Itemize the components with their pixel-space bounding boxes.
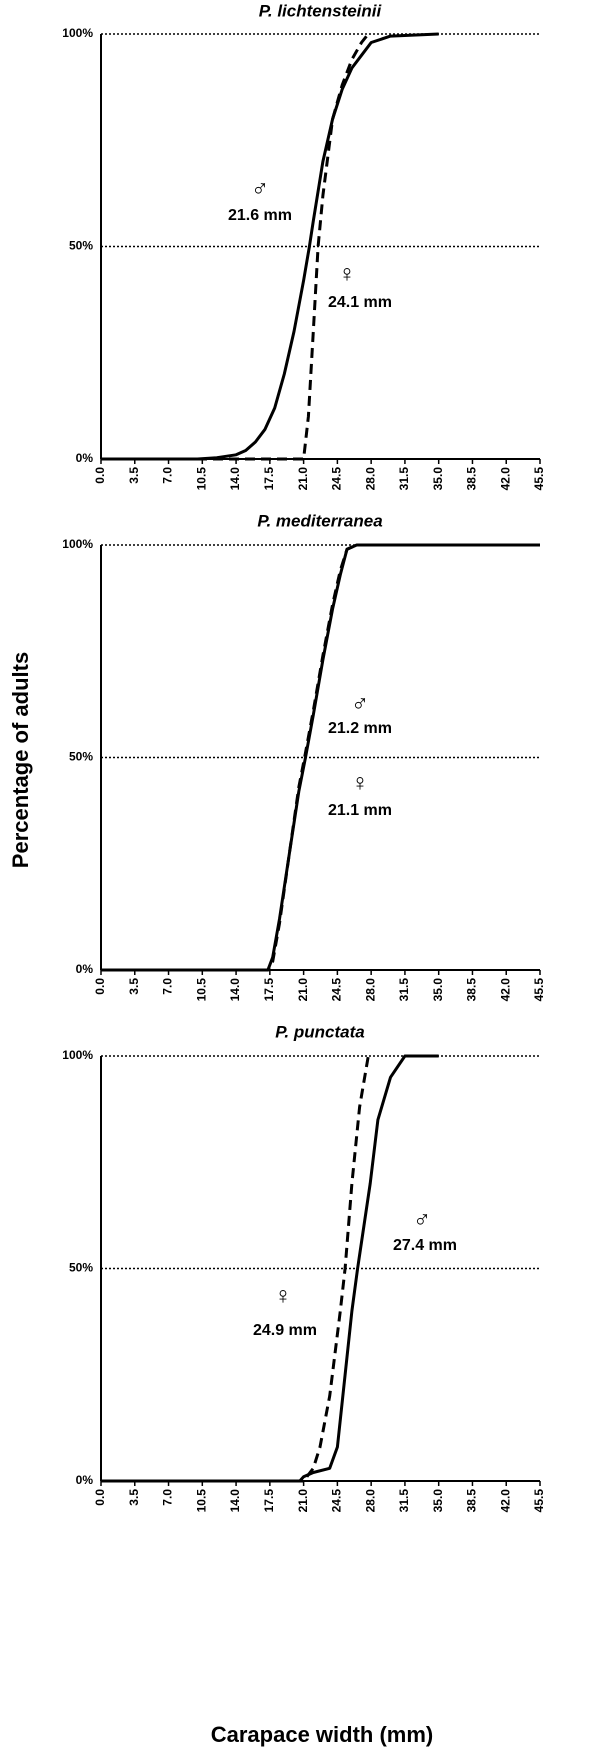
- x-tick-label: 38.5: [465, 978, 479, 1002]
- y-axis-title: Percentage of adults: [8, 652, 33, 868]
- x-tick-label: 3.5: [127, 467, 141, 484]
- x-tick-label: 17.5: [262, 978, 276, 1002]
- y-tick-label: 50%: [69, 750, 93, 764]
- sex-symbol: ♂: [351, 690, 369, 717]
- chart-title: P. mediterranea: [257, 511, 382, 530]
- x-tick-label: 14.0: [228, 467, 242, 491]
- x-tick-label: 35.0: [431, 978, 445, 1002]
- x-tick-label: 14.0: [228, 1489, 242, 1513]
- annotation: 24.9 mm: [253, 1322, 317, 1339]
- x-tick-label: 35.0: [431, 467, 445, 491]
- x-tick-label: 24.5: [330, 978, 344, 1002]
- x-tick-label: 17.5: [262, 467, 276, 491]
- x-tick-label: 42.0: [498, 467, 512, 491]
- x-tick-label: 7.0: [161, 1489, 175, 1506]
- x-tick-label: 7.0: [161, 978, 175, 995]
- chart-title: P. punctata: [275, 1022, 364, 1041]
- x-tick-label: 35.0: [431, 1489, 445, 1513]
- sex-symbol: ♀: [351, 769, 369, 796]
- x-tick-label: 21.0: [296, 467, 310, 491]
- x-tick-label: 14.0: [228, 978, 242, 1002]
- sex-symbol: ♀: [274, 1282, 292, 1309]
- x-tick-label: 3.5: [127, 1489, 141, 1506]
- line: [101, 33, 370, 461]
- x-tick-label: 24.5: [330, 1489, 344, 1513]
- x-axis-title: Carapace width (mm): [211, 1722, 434, 1747]
- annotation: 27.4 mm: [393, 1237, 457, 1254]
- x-tick-label: 28.0: [363, 1489, 377, 1513]
- annotation: 21.6 mm: [228, 207, 292, 224]
- x-tick-label: 28.0: [363, 467, 377, 491]
- x-tick-label: 24.5: [330, 467, 344, 491]
- x-tick-label: 0.0: [93, 978, 107, 995]
- y-tick-label: 0%: [76, 962, 94, 976]
- x-tick-label: 45.5: [532, 1489, 546, 1513]
- x-tick-label: 42.0: [498, 1489, 512, 1513]
- annotation: 21.1 mm: [328, 802, 392, 819]
- chart-title: P. lichtensteinii: [259, 1, 383, 20]
- x-tick-label: 3.5: [127, 978, 141, 995]
- y-tick-label: 50%: [69, 239, 93, 253]
- y-tick-label: 0%: [76, 451, 94, 465]
- y-tick-label: 100%: [62, 537, 93, 551]
- line: [101, 543, 540, 972]
- x-tick-label: 17.5: [262, 1489, 276, 1513]
- x-tick-label: 21.0: [296, 978, 310, 1002]
- annotation: 24.1 mm: [328, 294, 392, 311]
- x-tick-label: 10.5: [194, 978, 208, 1002]
- x-tick-label: 10.5: [194, 467, 208, 491]
- line: [101, 1055, 370, 1483]
- x-tick-label: 45.5: [532, 978, 546, 1002]
- x-tick-label: 42.0: [498, 978, 512, 1002]
- sex-symbol: ♀: [338, 260, 356, 287]
- y-tick-label: 100%: [62, 26, 93, 40]
- y-tick-label: 0%: [76, 1473, 94, 1487]
- x-tick-label: 7.0: [161, 467, 175, 484]
- x-tick-label: 45.5: [532, 467, 546, 491]
- sex-symbol: ♂: [413, 1206, 431, 1233]
- x-tick-label: 31.5: [397, 978, 411, 1002]
- sex-symbol: ♂: [251, 175, 269, 202]
- y-tick-label: 100%: [62, 1048, 93, 1062]
- x-tick-label: 10.5: [194, 1489, 208, 1513]
- annotation: 21.2 mm: [328, 720, 392, 737]
- x-tick-label: 31.5: [397, 1489, 411, 1513]
- x-tick-label: 0.0: [93, 467, 107, 484]
- line: [101, 32, 439, 461]
- line: [101, 1054, 439, 1483]
- x-tick-label: 38.5: [465, 467, 479, 491]
- x-tick-label: 38.5: [465, 1489, 479, 1513]
- y-tick-label: 50%: [69, 1261, 93, 1275]
- x-tick-label: 28.0: [363, 978, 377, 1002]
- x-tick-label: 31.5: [397, 467, 411, 491]
- x-tick-label: 21.0: [296, 1489, 310, 1513]
- x-tick-label: 0.0: [93, 1489, 107, 1506]
